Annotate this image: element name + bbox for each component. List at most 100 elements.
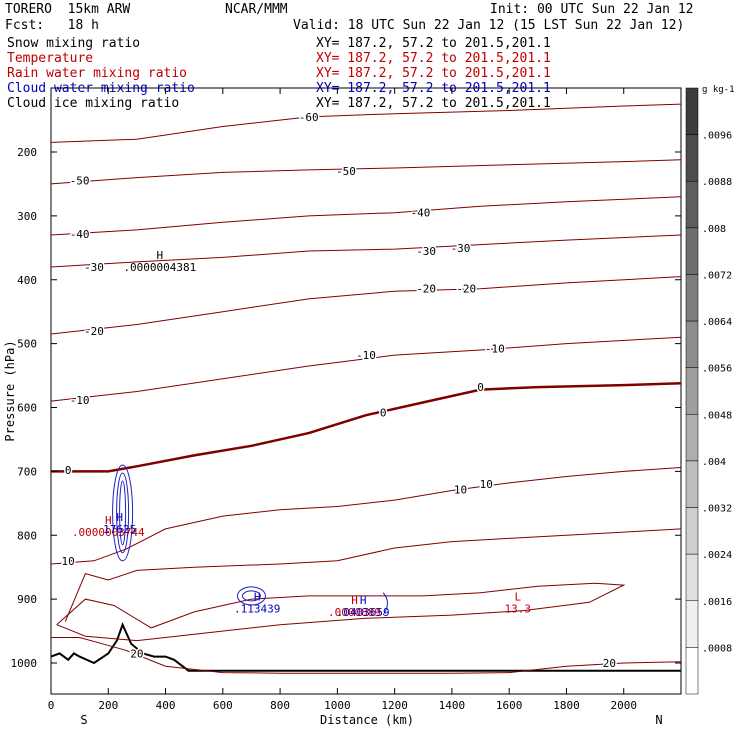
contour-label: 10	[62, 555, 75, 568]
extremum-value: .0000003744	[72, 526, 145, 539]
contour-label: 0	[477, 381, 484, 394]
contour-label: -10	[70, 394, 90, 407]
extremum-value: 13.3	[505, 603, 532, 616]
contour-label: -20	[456, 283, 476, 296]
colorbar-bin	[685, 180, 699, 229]
temperature-contour	[50, 103, 682, 143]
cloud-water-contour	[382, 592, 388, 616]
y-tick-label: 200	[17, 146, 37, 159]
extremum-marker: H	[116, 511, 123, 524]
cloud-water-contour	[241, 590, 261, 602]
field-xy-temperature: XY= 187.2, 57.2 to 201.5,201.1	[316, 51, 551, 66]
contour-label: -30	[84, 261, 104, 274]
cloud-water-contour	[119, 480, 127, 546]
y-axis-label: Pressure (hPa)	[3, 340, 17, 441]
y-tick-label: 800	[17, 529, 37, 542]
colorbar-tick-label: .0064	[702, 317, 732, 328]
extremum-marker: L	[514, 591, 521, 604]
y-tick-label: 600	[17, 402, 37, 415]
temperature-contour	[50, 234, 682, 268]
x-tick-label: 1600	[496, 699, 523, 712]
forecast-hour: Fcst: 18 h	[5, 18, 99, 33]
x-tick-label: 200	[98, 699, 118, 712]
terrain-line	[50, 622, 681, 672]
contour-label: -50	[70, 175, 90, 188]
temperature-contour	[56, 582, 626, 642]
field-name-temperature: Temperature	[7, 51, 94, 66]
contour-label: 20	[603, 657, 616, 670]
x-tick-label: 1000	[324, 699, 351, 712]
extremum-value: .0000004381	[123, 261, 196, 274]
temperature-contour	[50, 196, 682, 236]
colorbar-bin	[685, 600, 699, 648]
x-axis-label: Distance (km)	[320, 713, 414, 727]
contour-label: 20	[130, 647, 143, 660]
colorbar-tick-label: .008	[702, 224, 726, 235]
contour-label: -40	[70, 228, 90, 241]
colorbar-tick-label: .0008	[702, 643, 732, 654]
temperature-contour	[51, 381, 682, 473]
temperature-contour	[51, 637, 682, 674]
colorbar-tick-label: .004	[702, 457, 726, 468]
contour-label: -50	[336, 165, 356, 178]
x-end-label-north: N	[655, 713, 662, 727]
contour-label: -20	[84, 325, 104, 338]
field-name-rain: Rain water mixing ratio	[7, 66, 188, 81]
colorbar-bin	[685, 367, 699, 415]
colorbar-bin	[685, 134, 699, 182]
extremum-marker: H	[254, 591, 261, 604]
extremum-marker: H	[157, 249, 164, 262]
x-tick-label: 2000	[610, 699, 637, 712]
colorbar-bin	[685, 227, 699, 275]
y-tick-label: 400	[17, 274, 37, 287]
x-tick-label: 1400	[439, 699, 466, 712]
contour-label: -30	[451, 242, 471, 255]
x-tick-label: 400	[156, 699, 176, 712]
cloud-water-contour	[236, 586, 266, 606]
colorbar-tick-label: .0056	[702, 364, 732, 375]
center-title: NCAR/MMM	[225, 2, 288, 17]
contour-label: -40	[410, 207, 430, 220]
x-tick-label: 800	[270, 699, 290, 712]
contour-label: 10	[480, 478, 493, 491]
colorbar-bin	[685, 507, 699, 555]
colorbar-tick-label: .0096	[702, 131, 732, 142]
y-tick-label: 500	[17, 338, 37, 351]
contour-label: 10	[454, 483, 467, 496]
colorbar-bin	[685, 414, 699, 462]
colorbar-unit: g kg-1	[702, 85, 735, 95]
colorbar-bin	[685, 87, 699, 135]
colorbar-tick-label: .0024	[702, 550, 732, 561]
colorbar-tick-label: .0048	[702, 410, 732, 421]
x-tick-label: 600	[213, 699, 233, 712]
temperature-contour	[50, 159, 682, 185]
cloud-water-contour	[116, 472, 130, 554]
field-xy-cloud-ice: XY= 187.2, 57.2 to 201.5,201.1	[316, 96, 551, 111]
x-tick-label: 1200	[381, 699, 408, 712]
colorbar-tick-label: .0016	[702, 597, 732, 608]
contour-label: -30	[416, 245, 436, 258]
temperature-contour	[50, 336, 682, 402]
init-time: Init: 00 UTC Sun 22 Jan 12	[490, 2, 694, 17]
colorbar-tick-label: .0072	[702, 270, 732, 281]
contour-label: -10	[485, 343, 505, 356]
contour-label: -20	[416, 283, 436, 296]
contour-label: 0	[380, 407, 387, 420]
x-tick-label: 1800	[553, 699, 580, 712]
extremum-value: .0403659	[337, 606, 390, 619]
extremum-value: .0000889	[328, 606, 381, 619]
plot-frame	[50, 87, 682, 695]
temperature-contour	[50, 467, 682, 565]
extremum-marker: H	[351, 594, 358, 607]
colorbar-tick-label: .0032	[702, 504, 732, 515]
model-title: TORERO 15km ARW	[5, 2, 131, 17]
colorbar-bin	[685, 274, 699, 322]
field-xy-snow: XY= 187.2, 57.2 to 201.5,201.1	[316, 36, 551, 51]
x-tick-label: 0	[48, 699, 55, 712]
colorbar-bin	[685, 320, 699, 368]
extremum-value: .113439	[234, 603, 280, 616]
temperature-contour	[50, 276, 682, 335]
contour-label: 0	[65, 464, 72, 477]
extremum-value: 17625	[103, 523, 136, 536]
